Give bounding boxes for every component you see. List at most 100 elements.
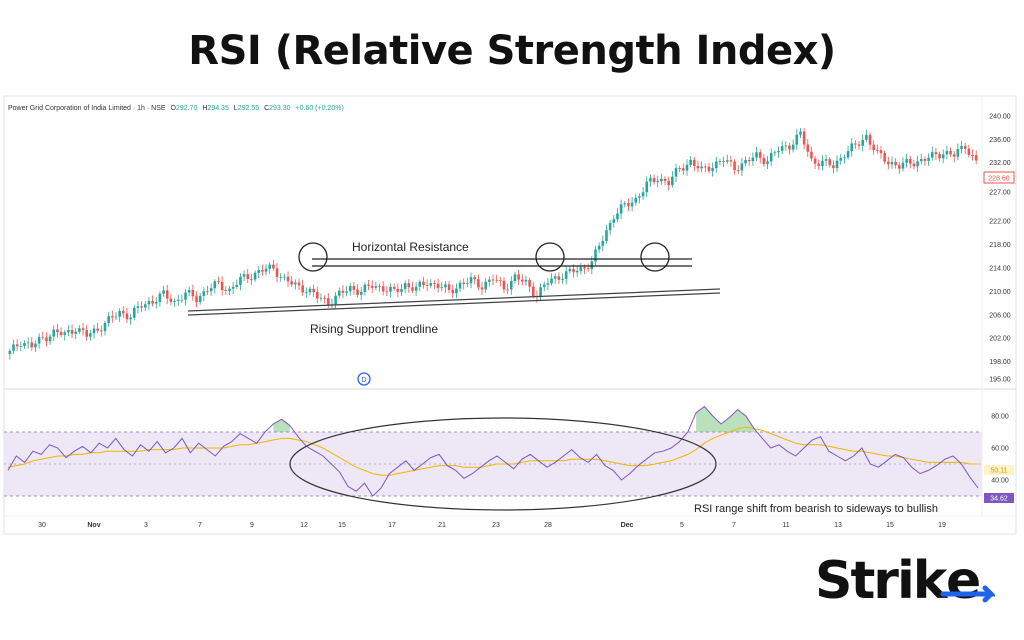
candle-body: [305, 292, 308, 294]
candle-body: [949, 151, 952, 155]
candle-body: [696, 165, 700, 169]
candle-body: [231, 286, 235, 289]
last-price-badge-box: [983, 171, 1015, 184]
candle-body: [568, 268, 572, 272]
candle-body: [381, 286, 385, 292]
candle-body: [319, 297, 323, 299]
candle-body: [63, 332, 67, 335]
candle-body: [579, 267, 583, 271]
candle-body: [191, 290, 195, 297]
candle-body: [539, 287, 542, 298]
time-tick-label: 28: [544, 522, 552, 529]
candle-body: [122, 310, 125, 314]
candle-body: [718, 161, 722, 162]
price-tick-label: 240.00: [989, 113, 1011, 120]
candle-body: [524, 279, 528, 282]
candle-body: [813, 158, 817, 164]
candle-body: [392, 286, 396, 289]
high-label: H: [202, 105, 207, 112]
candle-body: [616, 213, 619, 220]
legend-header: Power Grid Corporation of India Limited …: [8, 105, 344, 112]
candle-body: [802, 131, 806, 145]
instrument-name: Power Grid Corporation of India Limited …: [8, 105, 166, 112]
candle-body: [176, 299, 180, 301]
candle-body: [868, 134, 872, 145]
candle-body: [521, 279, 524, 282]
low-value: 292.55: [238, 105, 260, 112]
candle-body: [755, 152, 758, 158]
candle-body: [202, 291, 206, 296]
candle-body: [279, 277, 282, 278]
time-tick-label: 21: [438, 522, 446, 529]
price-tick-label: 236.00: [989, 137, 1011, 144]
candle-body: [74, 331, 77, 334]
candle-body: [744, 159, 747, 164]
candle-body: [619, 204, 623, 214]
candle-body: [722, 161, 725, 162]
candle-body: [403, 283, 407, 290]
candle-body: [861, 139, 864, 146]
candle-body: [458, 282, 462, 289]
candle-body: [546, 283, 550, 285]
candle-body: [217, 281, 220, 283]
candle-body: [348, 286, 352, 292]
candle-body: [612, 219, 616, 223]
close-value: 293.30: [269, 105, 291, 112]
price-tick-label: 195.00: [989, 377, 1011, 384]
time-tick-label: 11: [782, 522, 789, 529]
dividend-marker-icon[interactable]: [357, 372, 371, 386]
candle-body: [693, 159, 696, 166]
candle-body: [916, 161, 919, 167]
candle-body: [433, 283, 436, 284]
candle-body: [531, 286, 535, 297]
candle-body: [15, 344, 19, 347]
candle-body: [905, 158, 908, 163]
candle-body: [788, 145, 791, 150]
candle-body: [363, 284, 367, 292]
candle-body: [78, 328, 81, 332]
candle-body: [528, 279, 531, 287]
candle-body: [736, 170, 740, 171]
rsi-overbought-fill: [696, 406, 755, 432]
time-tick-label: 7: [732, 522, 736, 529]
resistance-touch-circle: [298, 242, 328, 272]
time-tick-label: 7: [198, 522, 202, 529]
candle-body: [147, 301, 151, 305]
candle-body: [857, 144, 861, 146]
candle-body: [242, 274, 246, 277]
candle-body: [290, 281, 293, 285]
candle-body: [930, 152, 934, 158]
rsi-ma-line: [7, 426, 978, 476]
candle-body: [835, 160, 839, 169]
candle-body: [334, 295, 337, 305]
candle-body: [671, 176, 674, 186]
support-label: Rising Support trendline: [310, 322, 438, 336]
rsi-series: [7, 405, 979, 497]
page-title: RSI (Relative Strength Index): [188, 28, 836, 74]
candle-body: [455, 288, 458, 294]
candle-body: [70, 330, 74, 334]
candle-body: [425, 284, 429, 286]
candle-body: [480, 287, 484, 290]
candle-body: [451, 289, 455, 294]
candle-body: [184, 292, 187, 300]
candle-body: [660, 178, 663, 182]
candle-body: [923, 159, 927, 161]
time-tick-label: 3: [144, 522, 148, 529]
candle-body: [828, 159, 832, 166]
candle-body: [418, 281, 422, 287]
candle-body: [729, 160, 733, 162]
candle-body: [901, 162, 905, 169]
candle-body: [235, 284, 239, 287]
candle-body: [894, 161, 897, 166]
dividend-marker-label: D: [361, 377, 366, 384]
time-axis: 30 Nov 3 7 9 12 15 17 21 23 28 Dec 5 7 11 13 15 19: [38, 522, 946, 529]
rsi-tick-label: 80.00: [991, 414, 1009, 421]
candle-body: [597, 245, 601, 250]
candle-body: [517, 274, 520, 280]
candle-body: [220, 281, 224, 291]
candle-body: [561, 278, 564, 280]
candle-body: [213, 281, 217, 289]
candle-body: [747, 159, 751, 162]
candle-body: [773, 152, 777, 154]
